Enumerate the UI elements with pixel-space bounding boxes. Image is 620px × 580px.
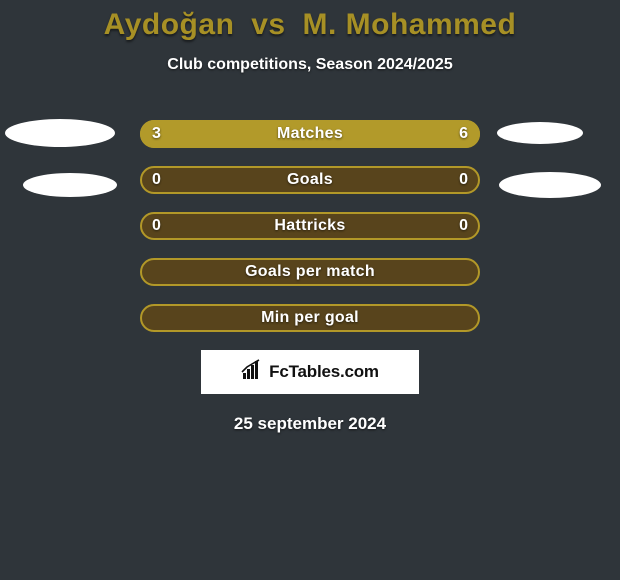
page-title: Aydoğan vs M. Mohammed [0, 0, 620, 42]
stat-right-value: 6 [459, 120, 468, 148]
title-vs: vs [251, 8, 285, 41]
container: Aydoğan vs M. Mohammed Club competitions… [0, 0, 620, 580]
stat-row-matches: 3 Matches 6 [140, 120, 480, 148]
stat-right-value: 0 [459, 166, 468, 194]
stat-label: Goals per match [140, 258, 480, 286]
stat-row-goals: 0 Goals 0 [140, 166, 480, 194]
title-left-player: Aydoğan [104, 8, 235, 41]
bar-chart-icon [241, 359, 263, 386]
watermark: FcTables.com [201, 350, 419, 394]
player-left-photo-placeholder [5, 119, 115, 147]
player-right-photo-placeholder [497, 122, 583, 144]
stat-row-hattricks: 0 Hattricks 0 [140, 212, 480, 240]
date-text: 25 september 2024 [0, 414, 620, 434]
stat-label: Matches [140, 120, 480, 148]
stat-label: Min per goal [140, 304, 480, 332]
title-right-player: M. Mohammed [302, 8, 516, 41]
stat-label: Goals [140, 166, 480, 194]
player-right-club-placeholder [499, 172, 601, 198]
stats-area: 3 Matches 6 0 Goals 0 0 Hattricks 0 Goal… [0, 120, 620, 434]
subtitle: Club competitions, Season 2024/2025 [0, 56, 620, 74]
watermark-text: FcTables.com [269, 362, 379, 382]
stat-label: Hattricks [140, 212, 480, 240]
stat-row-goals-per-match: Goals per match [140, 258, 480, 286]
stat-row-min-per-goal: Min per goal [140, 304, 480, 332]
player-left-club-placeholder [23, 173, 117, 197]
stat-right-value: 0 [459, 212, 468, 240]
